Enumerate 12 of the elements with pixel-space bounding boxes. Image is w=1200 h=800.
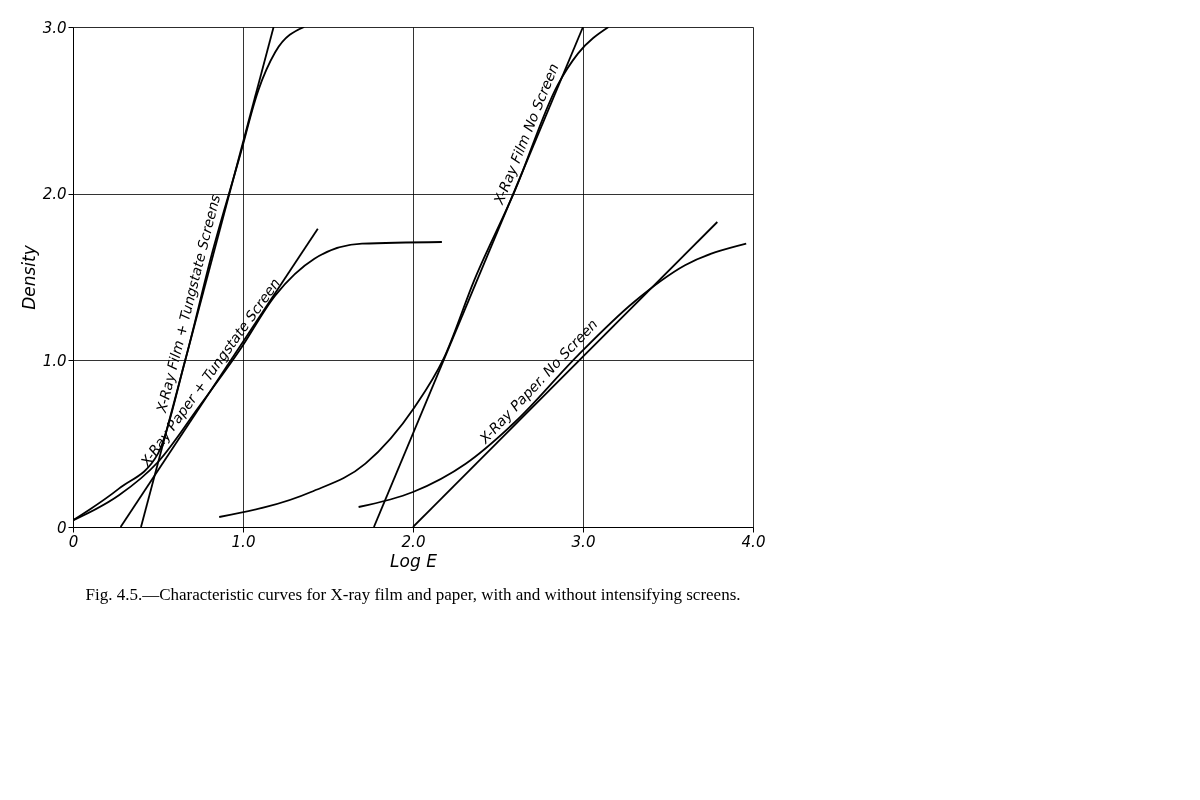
y-tick-label: 3.0 [42,18,67,37]
caption: Fig. 4.5.—Characteristic curves for X-ray film and paper, with and without intensifying screens. [85,585,741,604]
x-tick-label: 3.0 [571,532,596,551]
x-tick-label: 0 [68,532,79,551]
x-tick-label: 1.0 [231,532,256,551]
x-axis-title: Log E [390,550,438,571]
y-axis-title: Density [18,244,39,310]
y-tick-label: 0 [56,518,67,537]
y-tick-label: 1.0 [42,351,67,370]
x-tick-label: 2.0 [401,532,426,551]
y-tick-label: 2.0 [42,185,67,204]
x-tick-label: 4.0 [741,532,766,551]
